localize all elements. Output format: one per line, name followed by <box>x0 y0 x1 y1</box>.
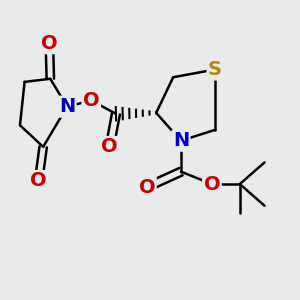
Text: S: S <box>208 60 222 79</box>
Text: N: N <box>59 97 75 116</box>
Text: O: O <box>41 34 58 53</box>
Text: O: O <box>30 172 47 190</box>
Text: O: O <box>204 175 220 194</box>
Text: O: O <box>83 91 100 110</box>
Text: O: O <box>139 178 155 197</box>
Text: O: O <box>101 137 118 156</box>
Text: N: N <box>173 131 189 150</box>
